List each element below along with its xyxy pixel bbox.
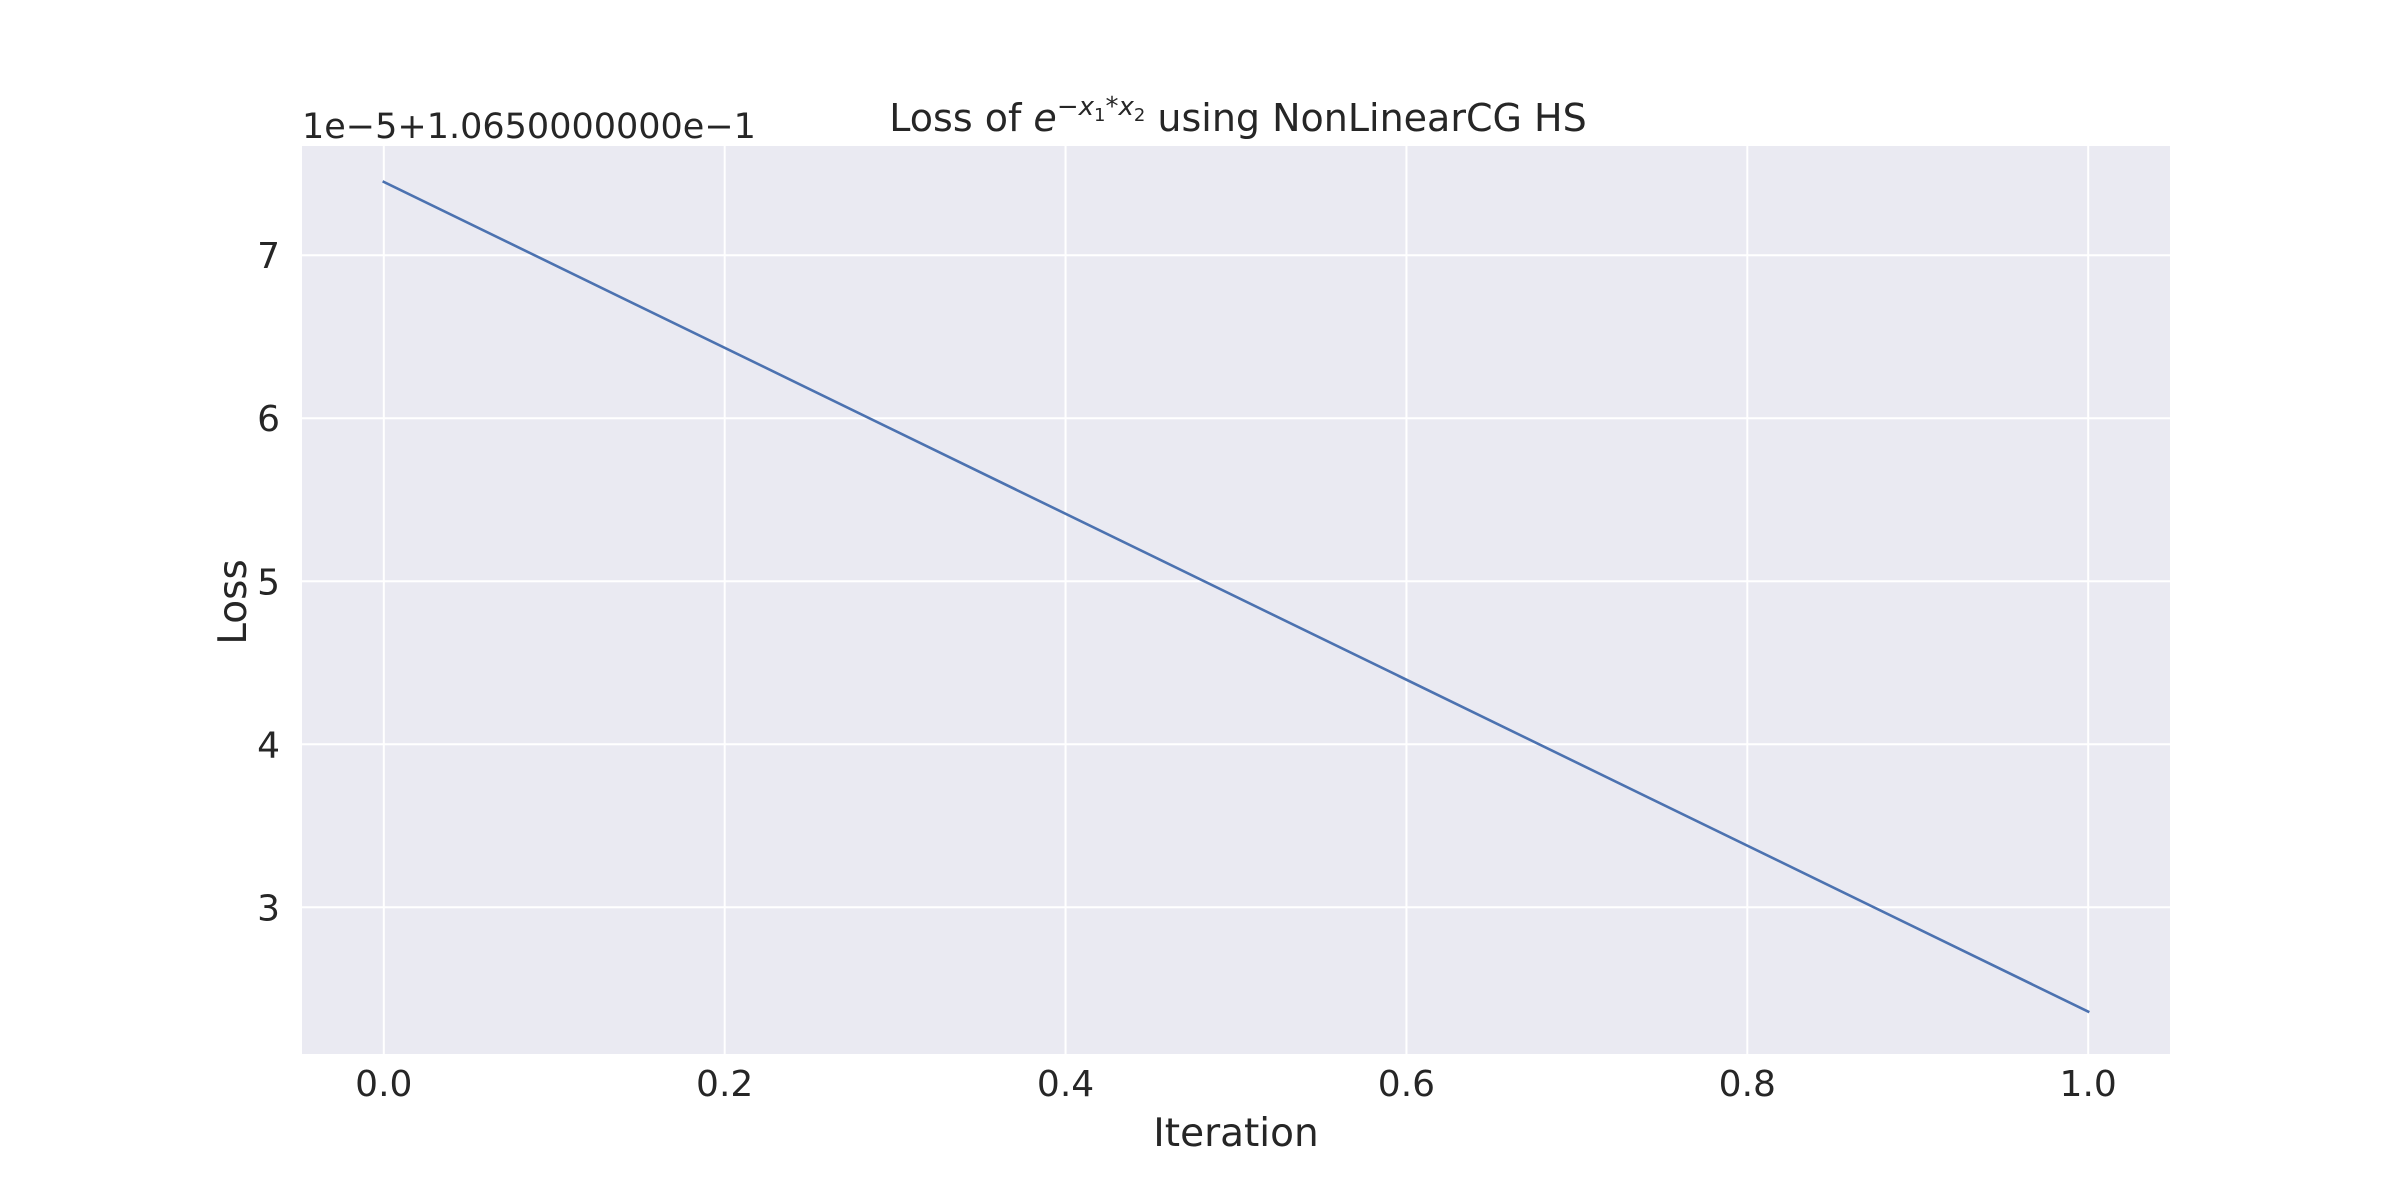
- y-tick-label-2: 5: [257, 562, 280, 603]
- x-tick-label-3: 0.6: [1378, 1064, 1435, 1105]
- y-tick-label-3: 6: [257, 399, 280, 440]
- series-line-0: [382, 180, 2090, 1014]
- x-axis-label: Iteration: [1153, 1111, 1318, 1156]
- chart-title: Loss of e−x1*x2 using NonLinearCG HS: [889, 92, 1586, 140]
- title-exponent-op: *: [1105, 92, 1118, 122]
- y-offset-label: 1e−5+1.0650000000e−1: [302, 107, 756, 147]
- grid-lines: [302, 146, 2170, 1054]
- plot-background: [302, 146, 2170, 1054]
- title-exponent-sub1: 1: [1094, 105, 1105, 126]
- y-tick-label-0: 3: [257, 888, 280, 929]
- x-tick-labels: 0.0 0.2 0.4 0.6 0.8 1.0: [355, 1064, 2117, 1105]
- x-tick-label-1: 0.2: [696, 1064, 753, 1105]
- x-tick-label-4: 0.8: [1719, 1064, 1776, 1105]
- title-suffix: using NonLinearCG HS: [1145, 96, 1586, 140]
- y-tick-labels: 3 4 5 6 7: [257, 236, 280, 929]
- x-tick-label-5: 1.0: [2060, 1064, 2117, 1105]
- y-axis-label: Loss: [211, 559, 256, 645]
- y-tick-label-1: 4: [257, 725, 280, 766]
- title-exponent-minus: −: [1057, 92, 1079, 122]
- x-tick-label-0: 0.0: [355, 1064, 412, 1105]
- title-exponent-sub2: 2: [1134, 105, 1145, 126]
- series-lines: [382, 180, 2090, 1014]
- title-exponent-var2: x: [1117, 92, 1134, 122]
- x-tick-label-2: 0.4: [1037, 1064, 1094, 1105]
- y-tick-label-4: 7: [257, 236, 280, 277]
- title-base: e: [1033, 96, 1056, 140]
- title-prefix: Loss of: [889, 96, 1033, 140]
- title-exponent-var1: x: [1078, 92, 1095, 122]
